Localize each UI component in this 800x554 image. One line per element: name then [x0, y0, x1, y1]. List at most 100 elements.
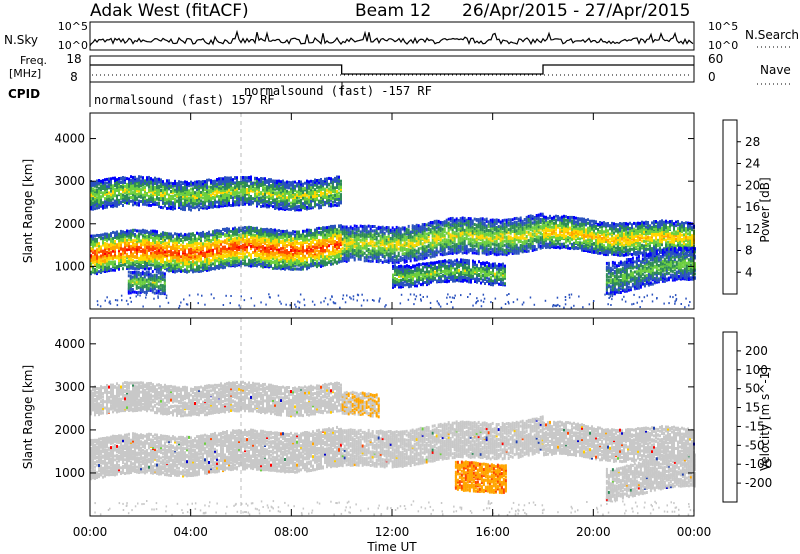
power-cell — [439, 220, 442, 224]
power-cell — [168, 238, 170, 242]
power-cell — [230, 244, 232, 248]
power-cell — [266, 180, 268, 184]
power-cell — [369, 249, 372, 253]
power-cell — [194, 234, 196, 238]
power-cell — [170, 202, 172, 206]
power-cell — [214, 195, 216, 199]
power-cell — [268, 186, 270, 190]
power-cell — [98, 257, 100, 261]
power-cell — [423, 223, 426, 226]
power-cell — [170, 181, 172, 185]
power-cell — [332, 233, 334, 237]
power-cell — [150, 253, 152, 257]
power-cell — [268, 200, 270, 204]
power-cell — [106, 254, 108, 257]
power-cell — [266, 245, 268, 249]
power-cell — [272, 230, 274, 234]
power-cell — [142, 230, 144, 234]
power-cell — [106, 247, 108, 251]
power-cell — [208, 240, 210, 244]
power-cell — [433, 244, 436, 248]
power-cell — [228, 227, 230, 231]
power-cell — [240, 228, 242, 232]
power-cell — [138, 192, 140, 196]
power-cell — [246, 188, 248, 192]
power-cell — [318, 238, 320, 242]
power-cell — [290, 249, 292, 252]
power-cell — [160, 248, 162, 252]
power-cell — [186, 259, 188, 263]
power-cell — [234, 226, 236, 230]
power-cell — [248, 190, 250, 194]
power-cell — [184, 205, 186, 209]
power-cell — [264, 265, 266, 269]
power-cell — [276, 263, 278, 267]
power-cell — [242, 184, 244, 188]
power-cell — [304, 256, 306, 260]
power-cell — [130, 196, 132, 199]
power-cell — [453, 239, 456, 243]
power-cell — [220, 204, 222, 208]
power-cell — [222, 227, 224, 231]
power-cell — [192, 248, 194, 252]
power-cell — [276, 243, 278, 247]
power-cell — [340, 250, 342, 254]
power-cell — [403, 252, 406, 256]
power-cell — [156, 196, 158, 200]
power-cell — [258, 232, 260, 236]
power-cell — [264, 179, 266, 183]
power-cell — [108, 237, 110, 241]
power-cell — [178, 206, 180, 209]
power-cell — [212, 195, 214, 199]
power-cell — [252, 251, 254, 254]
power-cell — [266, 232, 268, 235]
power-cell — [224, 233, 226, 237]
power-cell — [204, 206, 206, 210]
power-cell — [150, 263, 152, 267]
power-cell — [367, 242, 370, 245]
power-cell — [166, 236, 168, 240]
power-cell — [178, 237, 180, 241]
power-cell — [154, 229, 156, 233]
power-cell — [140, 260, 142, 264]
power-cell — [176, 258, 178, 262]
power-cell — [130, 180, 132, 184]
power-cell — [204, 253, 206, 257]
power-cell — [312, 206, 314, 210]
power-cell — [296, 241, 298, 245]
power-cell — [202, 245, 204, 249]
power-cell — [196, 258, 198, 262]
power-cell — [425, 227, 428, 231]
power-cell — [110, 243, 112, 247]
power-cell — [100, 269, 102, 273]
power-cell — [96, 206, 98, 210]
power-cell — [118, 261, 120, 265]
power-cell — [152, 236, 154, 240]
power-cell — [194, 196, 196, 200]
power-cell — [246, 197, 248, 201]
power-cell — [274, 256, 276, 260]
power-cell — [226, 193, 228, 197]
power-cell — [160, 183, 162, 186]
power-cell — [112, 230, 114, 234]
power-cell — [306, 205, 308, 209]
power-cell — [118, 249, 120, 253]
power-cell — [246, 180, 248, 184]
power-cell — [401, 248, 404, 252]
power-cell — [212, 255, 214, 259]
power-cell — [459, 244, 462, 248]
power-cell — [96, 233, 98, 237]
power-cell — [142, 239, 144, 243]
power-cell — [198, 199, 200, 203]
power-cell — [274, 231, 276, 235]
power-cell — [156, 230, 158, 234]
power-cell — [262, 261, 264, 265]
power-cell — [260, 245, 262, 249]
power-cell — [172, 187, 174, 191]
power-cell — [224, 251, 226, 255]
power-cell — [258, 196, 260, 200]
power-cell — [96, 190, 98, 194]
power-cell — [226, 237, 228, 241]
power-cell — [116, 197, 118, 201]
power-cell — [158, 261, 160, 265]
